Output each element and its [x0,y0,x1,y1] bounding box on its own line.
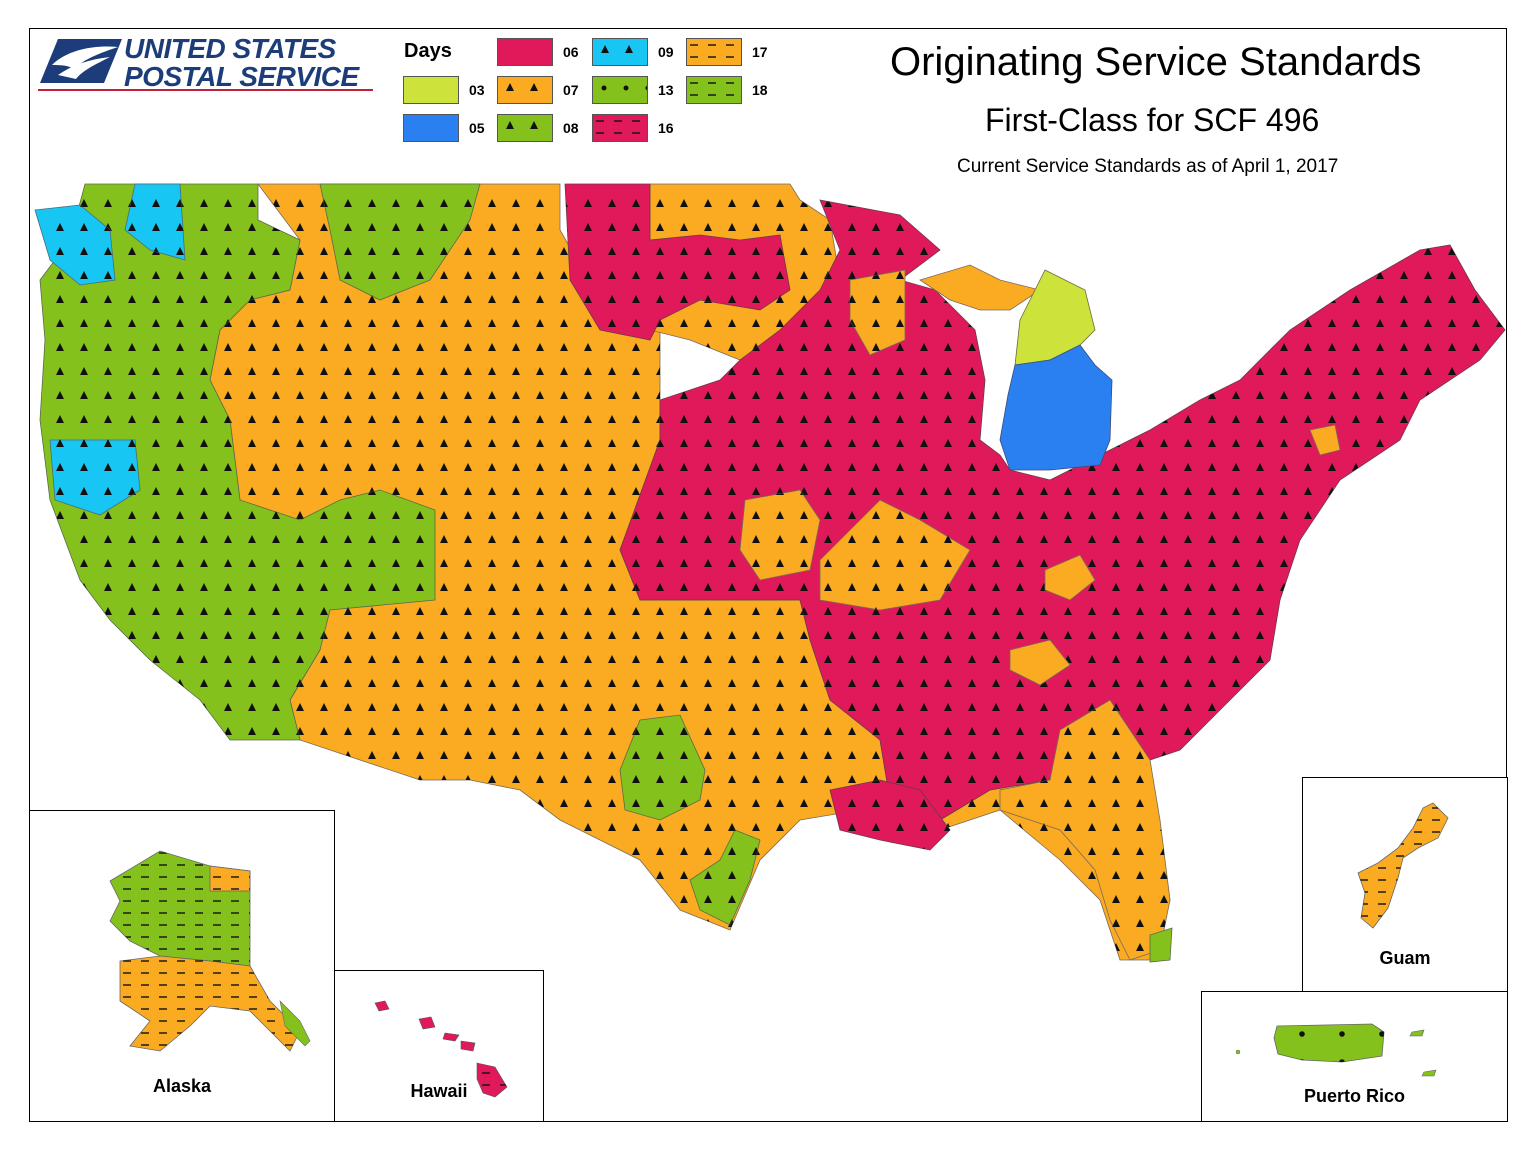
legend-swatch-08 [497,114,553,142]
as-of-date: Current Service Standards as of April 1,… [957,156,1339,177]
region-07-ny [1309,424,1341,456]
alaska-inset: Alaska [29,810,335,1122]
puerto-rico-label: Puerto Rico [1303,1086,1405,1106]
legend-label-06: 06 [563,44,579,60]
legend-label-05: 05 [469,120,485,136]
legend-swatch-09 [592,38,648,66]
guam-label: Guam [1379,948,1431,968]
legend-swatch-13 [592,76,648,104]
eagle-icon [40,39,122,83]
page-title: Originating Service Standards [890,40,1422,84]
region-07-wv [1044,554,1096,601]
legend-swatch-18 [686,76,742,104]
legend-swatch-17 [686,38,742,66]
legend-label-03: 03 [469,82,485,98]
region-05-michigan-south [999,344,1113,471]
legend-label-13: 13 [658,82,674,98]
legend-swatch-06 [497,38,553,66]
legend-swatch-16 [592,114,648,142]
legend-swatch-05 [403,114,459,142]
legend-label-07: 07 [563,82,579,98]
legend-label-18: 18 [752,82,768,98]
legend-title: Days [404,40,452,62]
region-07-pattern [210,184,1170,960]
logo-underline [38,89,373,91]
region-07-tn [1009,639,1071,686]
legend-swatch-07 [497,76,553,104]
legend-label-08: 08 [563,120,579,136]
alaska-southeast-green [279,1000,311,1047]
region-08-south-florida [1149,927,1173,963]
legend-swatch-03 [403,76,459,104]
hawaii-label: Hawaii [410,1081,468,1101]
region-07-up-michigan [919,264,1041,311]
logo-line-1: UNITED STATES [124,33,336,64]
logo-line-2: POSTAL SERVICE [124,61,359,92]
alaska-label: Alaska [152,1076,212,1096]
legend-label-17: 17 [752,44,768,60]
puerto-rico-inset: Puerto Rico [1201,991,1508,1122]
guam-inset: Guam [1302,777,1508,992]
usps-logo: UNITED STATES POSTAL SERVICE [38,35,373,91]
legend-label-09: 09 [658,44,674,60]
legend-label-16: 16 [658,120,674,136]
page-subtitle: First-Class for SCF 496 [985,102,1320,138]
hawaii-inset: Hawaii [334,970,544,1122]
